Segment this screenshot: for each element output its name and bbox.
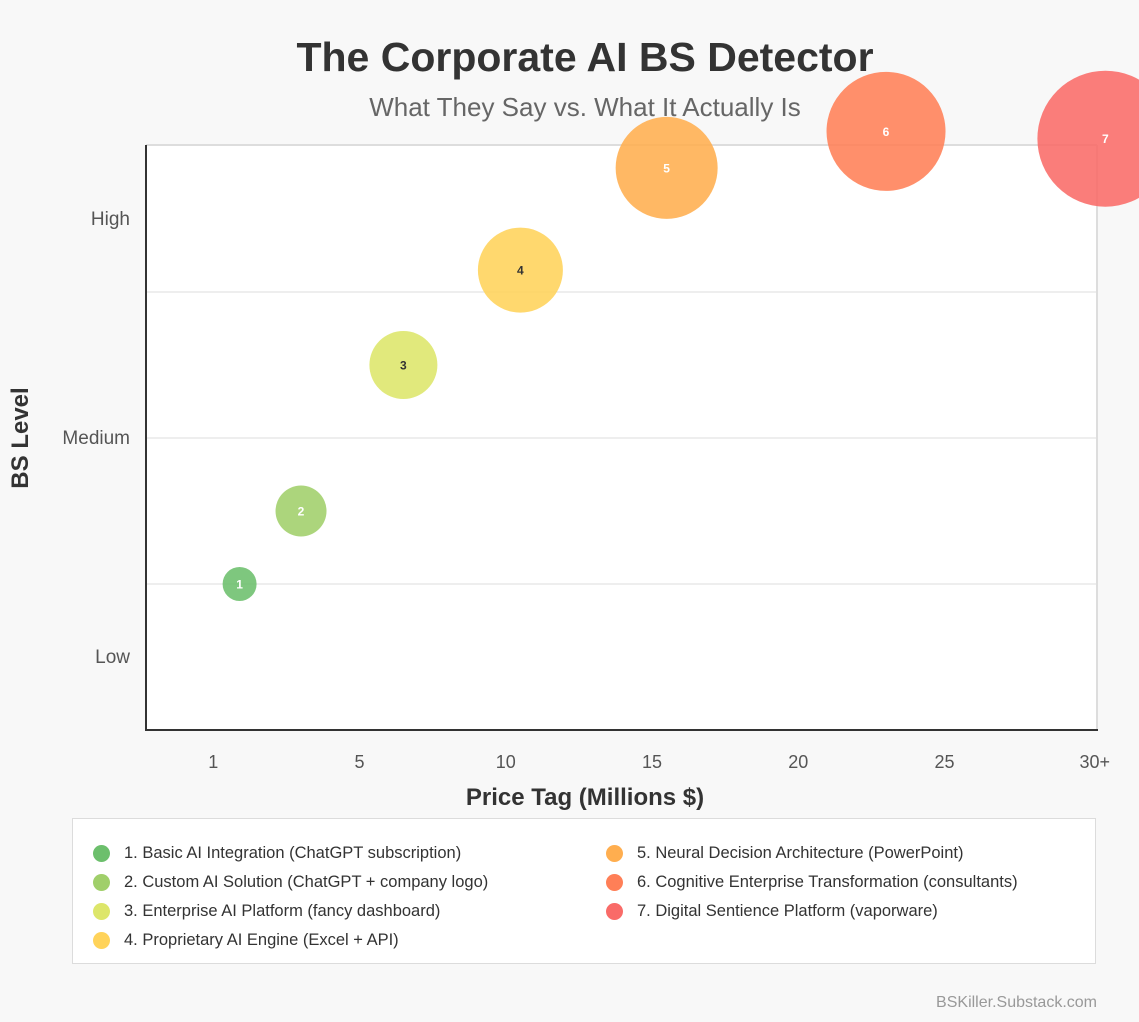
bubble-7 [1037, 70, 1139, 207]
legend-swatch-3 [93, 902, 110, 920]
bubble-label-2: 2 [298, 505, 305, 519]
legend-swatch-7 [606, 902, 623, 920]
chart-subtitle: What They Say vs. What It Actually Is [369, 92, 801, 122]
legend-item-5: 5. Neural Decision Architecture (PowerPo… [606, 841, 963, 865]
bubble-label-3: 3 [400, 359, 407, 373]
bubble-label-1: 1 [236, 578, 243, 592]
legend-label-3: 3. Enterprise AI Platform (fancy dashboa… [124, 901, 441, 920]
bubble-1 [222, 567, 257, 601]
legend-swatch-4 [93, 931, 110, 949]
x-tick-label-7: 30+ [1080, 752, 1111, 772]
legend-swatch-6 [606, 873, 623, 891]
x-tick-label-1: 1 [208, 752, 218, 772]
bubble-2 [275, 485, 327, 537]
legend-label-6: 6. Cognitive Enterprise Transformation (… [637, 872, 1018, 891]
x-tick-label-5: 20 [788, 752, 808, 772]
bubble-6 [826, 71, 946, 191]
x-tick-label-2: 5 [355, 752, 365, 772]
y-tick-label-medium: Medium [62, 428, 130, 449]
legend-label-4: 4. Proprietary AI Engine (Excel + API) [124, 930, 399, 949]
bubble-4 [477, 227, 563, 313]
legend-label-2: 2. Custom AI Solution (ChatGPT + company… [124, 872, 489, 891]
chart-title: The Corporate AI BS Detector [296, 34, 874, 80]
bubble-label-6: 6 [883, 125, 890, 139]
y-axis-title: BS Level [7, 387, 34, 488]
bubble-label-5: 5 [663, 161, 670, 175]
y-tick-label-high: High [91, 209, 130, 230]
bubble-label-4: 4 [517, 264, 524, 278]
bubble-5 [615, 116, 718, 219]
legend-item-4: 4. Proprietary AI Engine (Excel + API) [93, 928, 399, 952]
legend-swatch-2 [93, 873, 110, 891]
x-tick-label-3: 10 [496, 752, 516, 772]
y-tick-label-low: Low [95, 647, 130, 668]
bubble-3 [369, 331, 438, 399]
x-axis-title: Price Tag (Millions $) [466, 784, 704, 811]
legend-swatch-1 [93, 844, 110, 862]
legend-label-7: 7. Digital Sentience Platform (vaporware… [637, 901, 938, 920]
x-tick-label-6: 25 [935, 752, 955, 772]
legend-label-1: 1. Basic AI Integration (ChatGPT subscri… [124, 843, 462, 862]
x-tick-label-4: 15 [642, 752, 662, 772]
legend-item-7: 7. Digital Sentience Platform (vaporware… [606, 899, 938, 923]
footer-credit: BSKiller.Substack.com [936, 994, 1097, 1011]
legend-label-5: 5. Neural Decision Architecture (PowerPo… [637, 843, 964, 862]
legend-item-3: 3. Enterprise AI Platform (fancy dashboa… [93, 899, 440, 923]
chart-legend: 1. Basic AI Integration (ChatGPT subscri… [72, 818, 1096, 964]
legend-item-1: 1. Basic AI Integration (ChatGPT subscri… [93, 841, 461, 865]
legend-item-2: 2. Custom AI Solution (ChatGPT + company… [93, 870, 488, 894]
legend-swatch-5 [606, 844, 623, 862]
bubble-label-7: 7 [1102, 132, 1109, 146]
legend-item-6: 6. Cognitive Enterprise Transformation (… [606, 870, 1018, 894]
